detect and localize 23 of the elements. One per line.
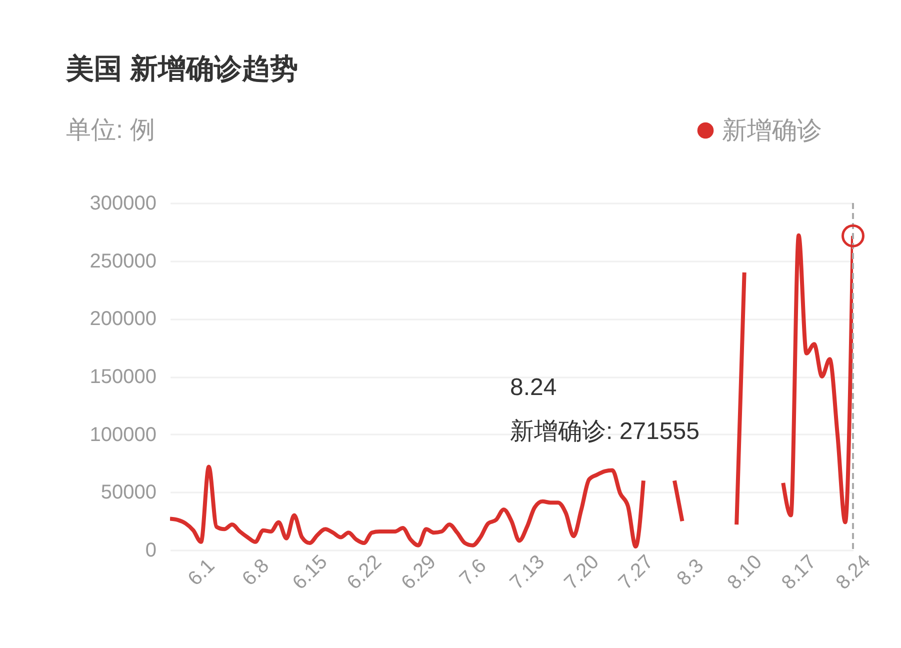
x-tick-label: 6.22 [342, 550, 386, 594]
y-tick-label: 50000 [100, 482, 156, 504]
y-tick-label: 300000 [90, 192, 156, 214]
x-tick-label: 7.6 [456, 554, 491, 590]
chart-subtitle: 单位: 例 [66, 116, 155, 144]
y-tick-label: 150000 [90, 366, 156, 388]
x-tick-label: 7.20 [560, 550, 604, 594]
x-tick-label: 6.8 [238, 554, 274, 590]
x-tick-label: 8.10 [723, 550, 766, 594]
x-tick-label: 6.29 [397, 550, 440, 594]
chart-title: 美国 新增确诊趋势 [65, 53, 298, 84]
y-tick-label: 100000 [90, 424, 156, 446]
x-tick-label: 7.13 [506, 550, 550, 594]
y-tick-label: 200000 [90, 308, 156, 330]
x-tick-label: 6.15 [288, 550, 332, 594]
x-tick-label: 8.3 [672, 554, 708, 590]
legend-label: 新增确诊 [722, 116, 822, 144]
annotation: 8.24 新增确诊: 271555 [510, 374, 700, 445]
x-tick-label: 7.27 [614, 550, 658, 594]
x-tick-label: 6.1 [184, 554, 220, 590]
y-tick-label: 0 [145, 540, 156, 562]
y-tick-label: 250000 [90, 250, 156, 272]
x-tick-label: 8.24 [832, 550, 876, 594]
